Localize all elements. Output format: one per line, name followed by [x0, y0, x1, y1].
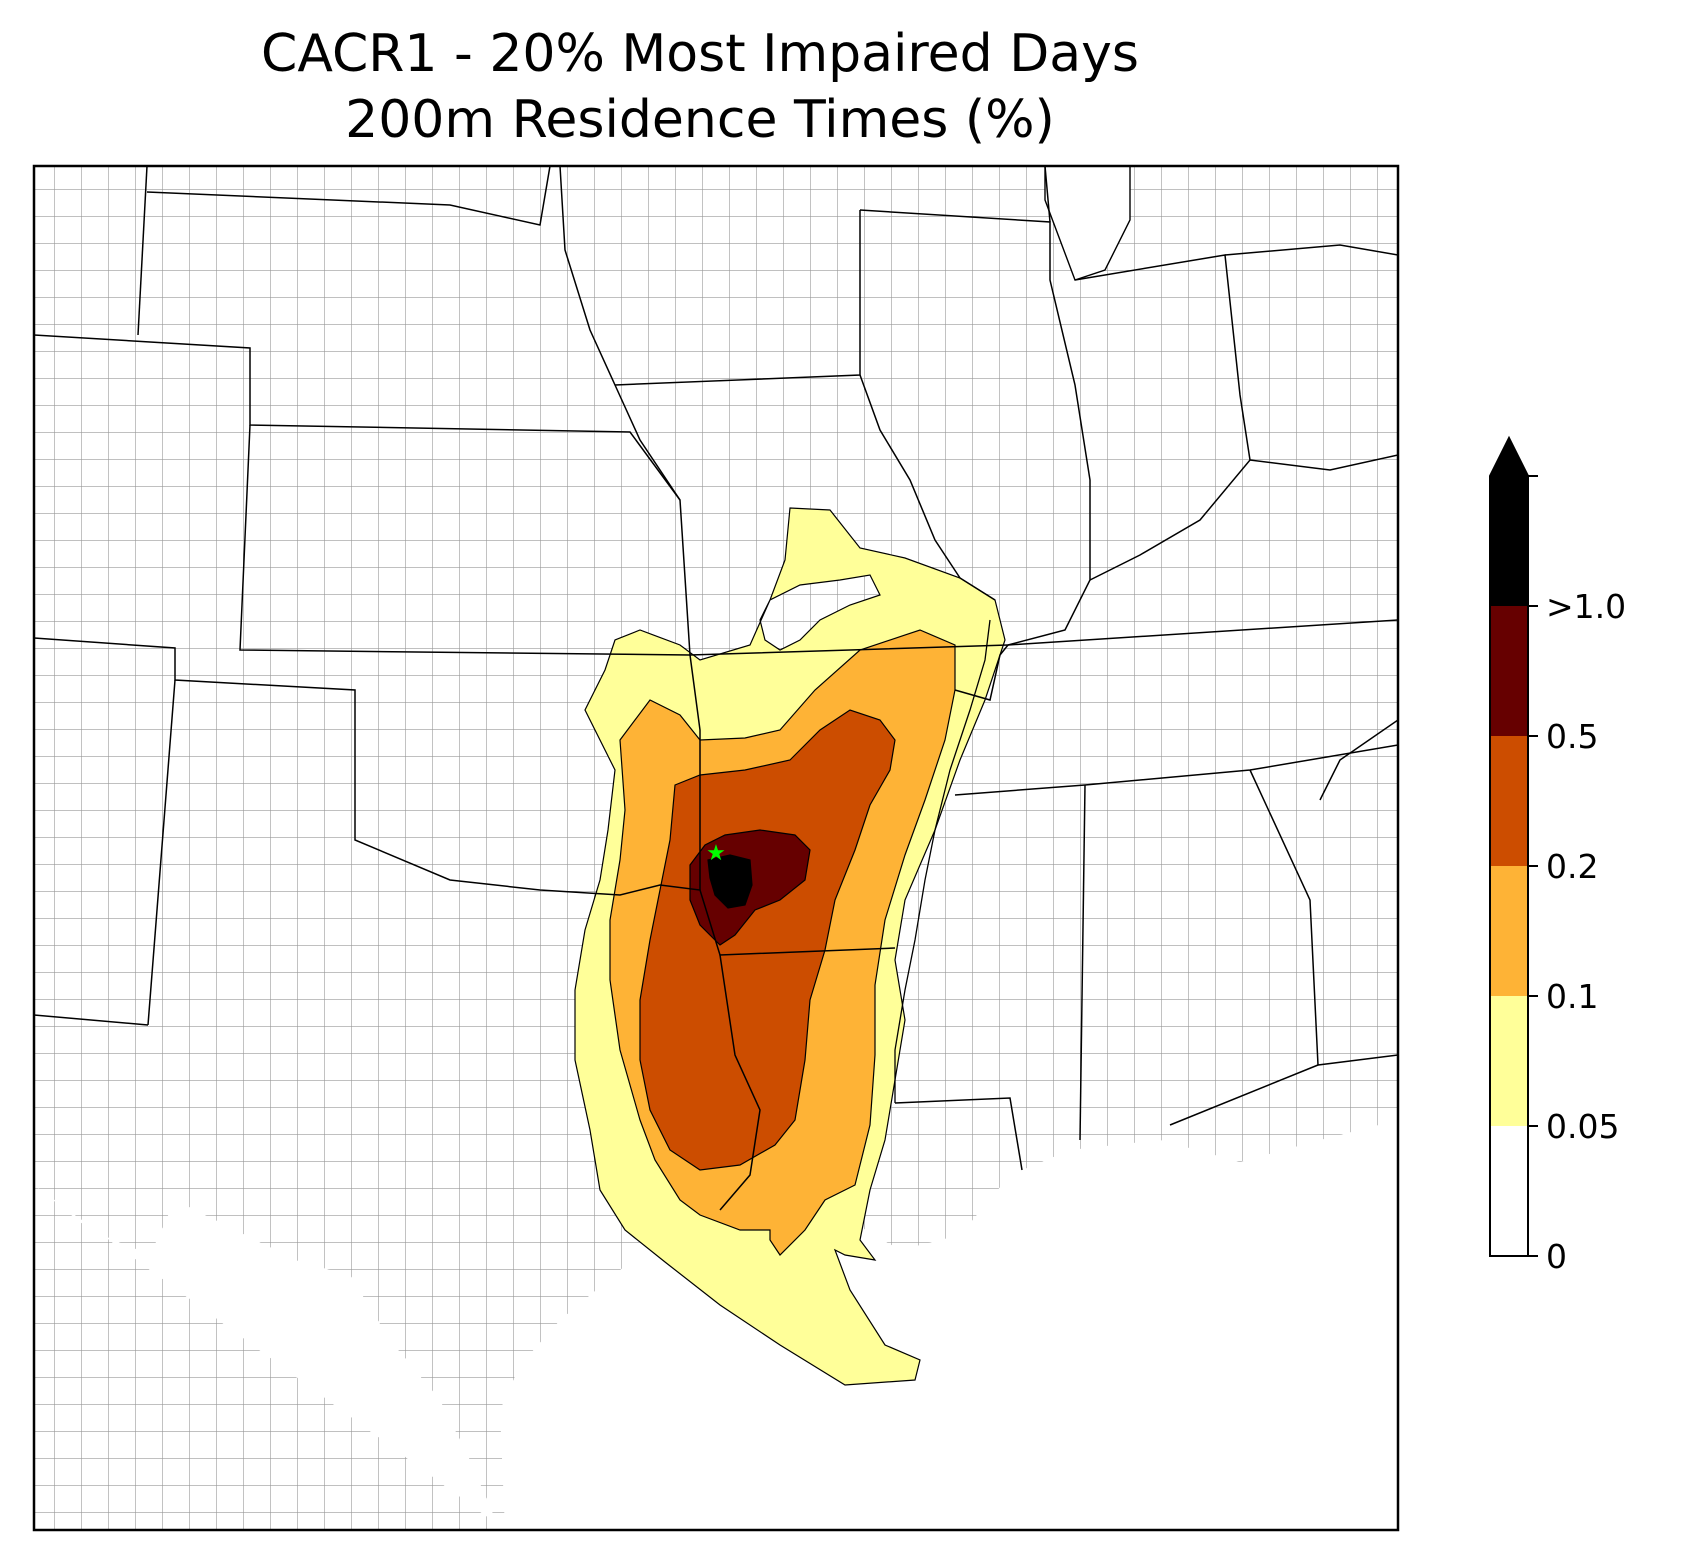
contour-0.2	[639, 709, 896, 1171]
contour-greater-1.0	[707, 854, 753, 909]
colorbar-tick-label: >1.0	[1546, 587, 1626, 626]
colorbar-tick-label: 0	[1546, 1237, 1567, 1276]
colorbar-segment	[1490, 866, 1528, 996]
colorbar-tick-label: 0.5	[1546, 717, 1598, 756]
colorbar-tick-label: 0.05	[1546, 1107, 1619, 1146]
colorbar-outline	[1489, 435, 1529, 1257]
map-frame	[32, 164, 1400, 1532]
colorbar-extend-arrow	[1490, 438, 1528, 476]
colorbar-segment	[1490, 476, 1528, 606]
colorbar-segment	[1490, 1126, 1528, 1256]
colorbar-segment	[1490, 996, 1528, 1126]
lake-michigan	[1044, 166, 1131, 281]
colorbar-segment	[1490, 736, 1528, 866]
colorbar-tick-label: 0.1	[1546, 977, 1598, 1016]
chart-title-line-2: 200m Residence Times (%)	[345, 90, 1055, 150]
star-icon: ★	[706, 841, 726, 866]
gulf-of-mexico	[34, 1120, 1398, 1530]
colorbar-segment	[1490, 606, 1528, 736]
chart-title-line-1: CACR1 - 20% Most Impaired Days	[261, 24, 1139, 84]
state-borders	[34, 166, 1398, 1211]
colorbar-tick-label: 0.2	[1546, 847, 1598, 886]
mississippi-river	[894, 619, 991, 1103]
